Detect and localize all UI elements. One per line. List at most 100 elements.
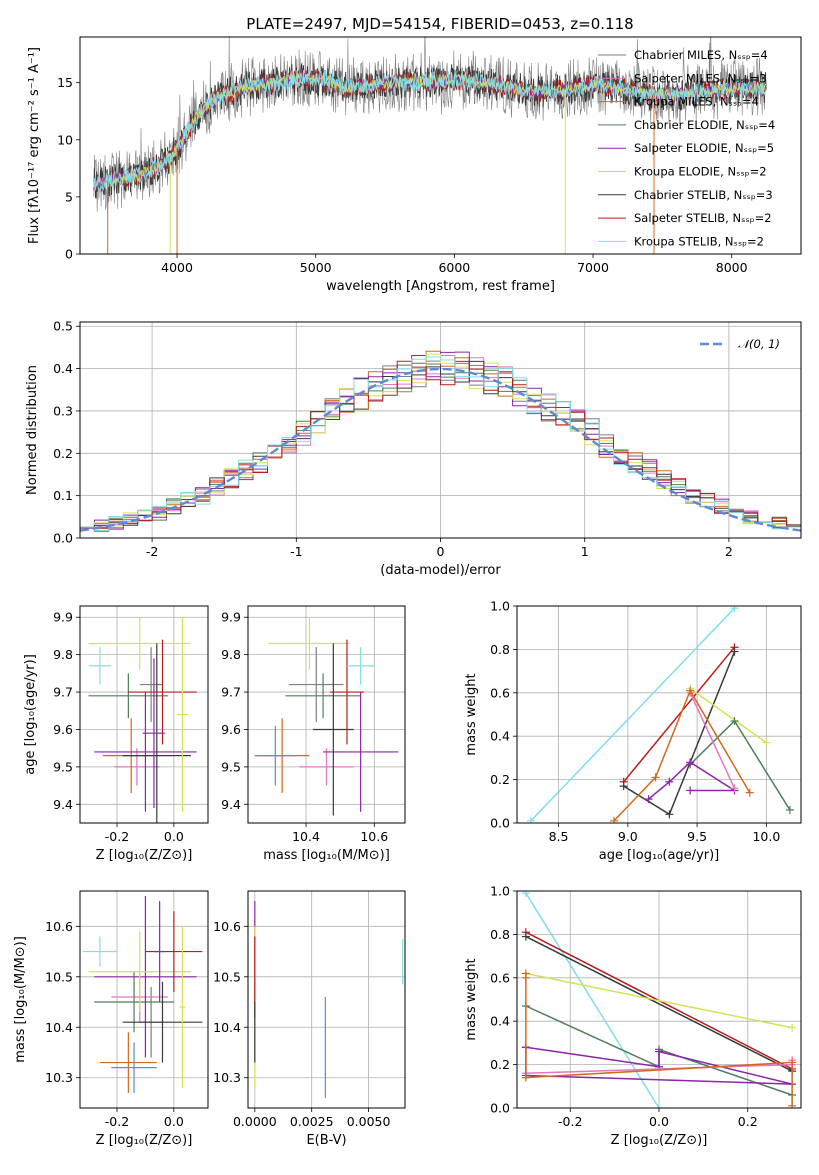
panel-age-vs-z: -0.2 0.0 9.4 9.5 9.6 9.7 9.8 9.9 Z [log₁₀(Z/Z⊙)]… [23,605,209,863]
plot-content [93,37,767,254]
ticks: -0.2 0.0 10.3 10.4 10.5 10.6 [45,919,184,1129]
weight-line [613,688,751,822]
weight-line [525,935,793,1072]
weight-marker [655,1047,663,1056]
weight-marker [655,1104,663,1108]
x-tick-label: 8.5 [549,829,569,844]
weight-marker [521,932,530,941]
weight-line [689,719,791,811]
plot-content [82,896,203,1093]
x-axis-label: E(B-V) [306,1133,346,1148]
x-tick-label: -0.2 [558,1114,582,1129]
weight-marker [788,1101,797,1108]
y-tick-label: 9.7 [221,685,241,700]
y-tick-label: 0.6 [490,685,510,700]
weight-series-kroupa_stelib [526,606,739,823]
y-tick-label: 1.0 [490,884,510,899]
panel-weight-vs-z: -0.2 0.0 0.2 0.0 0.2 0.4 0.6 0.8 1.0 Z [log₁₀(Z/Z… [464,884,802,1148]
errorbar-kroupa_elodie [88,931,191,1013]
x-tick-label: 7000 [577,260,609,275]
x-tick-label: 6000 [438,260,470,275]
y-tick-label: 9.5 [53,759,73,774]
weight-marker [730,784,739,793]
weight-marker [665,777,674,786]
x-tick-label: 1 [581,544,589,559]
gaussian-curve [80,367,801,532]
y-tick-label: 10.3 [45,1070,73,1085]
weight-marker [788,1023,797,1032]
weight-marker [609,816,618,823]
x-tick-label: -0.2 [105,829,129,844]
weight-marker [521,891,530,898]
axes-frame [79,890,209,1109]
y-tick-label: 15 [57,75,73,90]
spectrum-line-chabrier_stelib [93,62,767,199]
x-axis-label: age [log₁₀(age/yr)] [599,848,720,863]
legend: Chabrier MILES, Nₛₛₚ=4 Salpeter MILES, Nₛ… [598,48,775,248]
y-tick-label: 0.1 [53,488,73,503]
weight-line [623,646,736,783]
weight-series-kroupa_stelib [521,891,663,1108]
errorbar-kroupa_stelib [88,647,112,685]
x-tick-label: 0.0025 [290,1114,334,1129]
weight-marker [686,758,695,767]
y-tick-label: 10.5 [213,969,241,984]
errorbar-kroupa_stelib [346,647,375,685]
weight-marker [762,738,771,747]
legend-label-gaussian: 𝒩(0, 1) [738,337,780,351]
x-tick-label: 9.0 [618,829,638,844]
y-axis-label: Flux [fλ10⁻¹⁷ erg cm⁻² s⁻¹ A⁻¹] [27,47,42,244]
y-tick-label: 9.4 [53,797,73,812]
y-tick-label: 10.3 [213,1070,241,1085]
plot-content [80,350,801,532]
y-tick-label: 9.4 [221,797,241,812]
weight-marker [619,782,628,791]
x-tick-label: 10.0 [752,829,780,844]
errorbar-chabrier_miles [288,647,344,722]
errorbar-kroupa_elodie [176,617,189,812]
legend-label-kroupa_stelib: Kroupa STELIB, Nₛₛₚ=2 [634,234,764,248]
y-tick-label: 9.9 [221,610,241,625]
errorbar-salpeter_elodie [153,901,166,1003]
y-tick-label: 0.8 [490,927,510,942]
histogram-salpeter_stelib [80,360,801,529]
x-tick-label: 9.5 [687,829,707,844]
y-tick-label: 9.5 [221,759,241,774]
legend-label-salpeter_stelib: Salpeter STELIB, Nₛₛₚ=2 [634,211,772,225]
x-tick-label: 8000 [716,260,748,275]
grid [80,891,208,1108]
y-tick-label: 0.3 [53,403,73,418]
weight-series-salpeter_elodie [644,758,739,804]
axes-frame [516,890,802,1109]
errorbar-salpeter_elodie [142,658,166,809]
y-tick-label: 9.7 [53,685,73,700]
ticks: 0.0000 0.0025 0.0050 10.3 10.4 10.5 10.6 [213,919,390,1129]
x-tick-label: -1 [290,544,302,559]
plot-content [88,617,197,823]
legend-label-kroupa_elodie: Kroupa ELODIE, Nₛₛₚ=2 [634,165,767,179]
weight-marker [788,1058,797,1067]
histogram-salpeter_elodie [80,351,801,530]
weight-series-kroupa_miles [521,969,797,1108]
errorbar-salpeter_elodie [94,896,197,1058]
histogram-kroupa_stelib [80,356,801,531]
grid [80,606,208,823]
legend-label-chabrier_elodie: Chabrier ELODIE, Nₛₛₚ=4 [634,118,775,132]
y-tick-label: 0.2 [490,772,510,787]
weight-marker [686,786,695,795]
y-axis-label: Normed distribution [25,365,40,495]
weight-series-kroupa_miles [609,686,754,823]
weight-series-chabrier_stelib [619,647,739,819]
plot-content [254,901,404,1098]
x-tick-label: 0.2 [738,1114,758,1129]
panel-mass-vs-z: -0.2 0.0 10.3 10.4 10.5 10.6 Z [log₁₀(Z/Z⊙)] ma… [13,890,209,1148]
errorbar-kroupa_elodie [268,617,351,670]
legend-label-salpeter_elodie: Salpeter ELODIE, Nₛₛₚ=5 [634,141,774,155]
y-axis-label: mass weight [464,673,479,755]
histogram-chabrier_stelib [80,360,801,528]
y-tick-label: 10 [57,132,73,147]
x-tick-label: 0.0 [649,1114,669,1129]
axes-frame [79,605,209,824]
panel-mass-vs-ebv: 0.0000 0.0025 0.0050 10.3 10.4 10.5 10.6 E(B-V) [213,890,406,1148]
